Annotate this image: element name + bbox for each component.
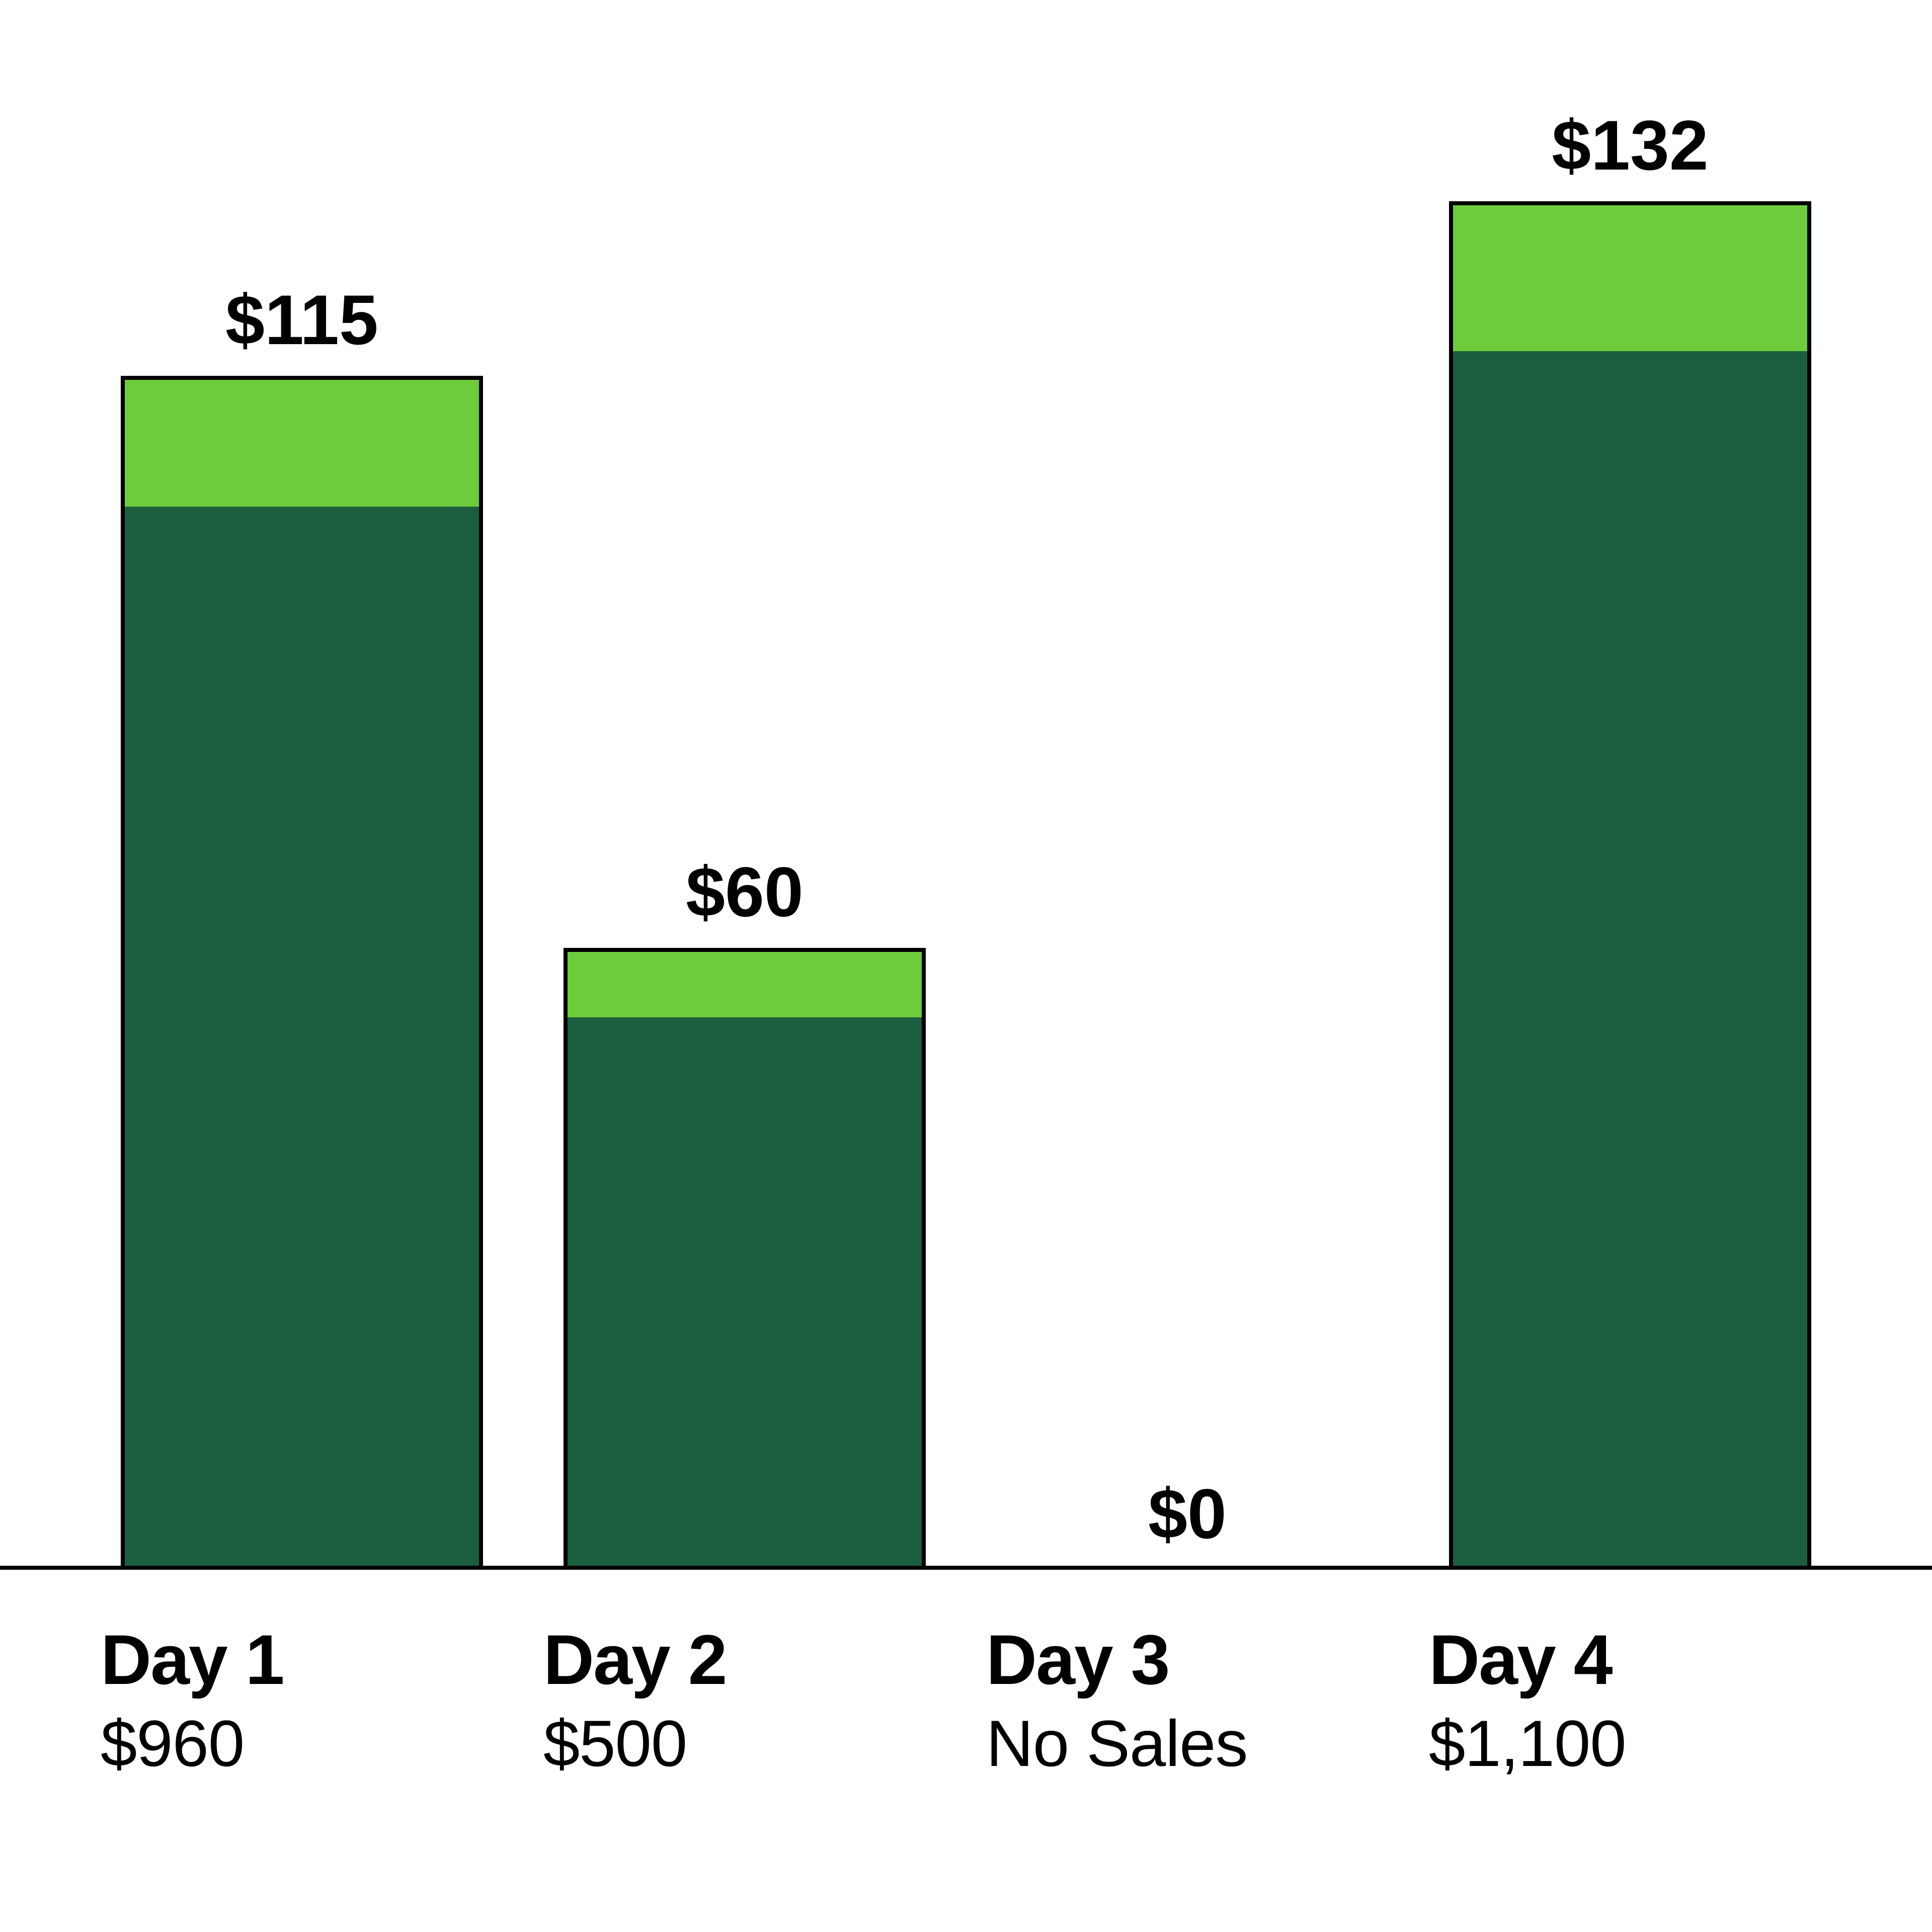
- xlabel-day1: Day 1 $960: [101, 1619, 503, 1781]
- xlabel-day3: Day 3 No Sales: [986, 1619, 1389, 1781]
- bar-top-seg: [1453, 205, 1807, 351]
- bar-col-day3: $0: [986, 201, 1389, 1570]
- bar-base-seg: [568, 1017, 922, 1566]
- xlabel-title: Day 1: [101, 1619, 284, 1701]
- bar-stack-day4: [1449, 201, 1811, 1570]
- bar-value-label: $0: [1148, 1473, 1227, 1555]
- xlabel-title: Day 3: [986, 1619, 1169, 1701]
- xlabel-sub: $500: [543, 1706, 687, 1781]
- bar-value-label: $132: [1552, 105, 1708, 186]
- xlabel-sub: No Sales: [986, 1706, 1248, 1781]
- xlabel-day4: Day 4 $1,100: [1429, 1619, 1831, 1781]
- bar-top-seg: [568, 952, 922, 1018]
- xlabel-day2: Day 2 $500: [543, 1619, 946, 1781]
- bar-value-label: $60: [686, 851, 803, 933]
- xlabel-sub: $960: [101, 1706, 244, 1781]
- sales-bar-chart: $115 $60 $0: [0, 0, 1932, 1932]
- bar-base-seg: [125, 507, 479, 1566]
- bars-row: $115 $60 $0: [101, 201, 1831, 1570]
- bar-col-day2: $60: [543, 201, 946, 1570]
- xlabel-title: Day 4: [1429, 1619, 1612, 1701]
- x-labels-row: Day 1 $960 Day 2 $500 Day 3 No Sales Day…: [101, 1619, 1831, 1781]
- bar-stack-day2: [564, 948, 926, 1570]
- plot-area: $115 $60 $0: [0, 201, 1932, 1570]
- x-axis-baseline: [0, 1566, 1932, 1570]
- bar-stack-day1: [121, 376, 483, 1570]
- xlabel-sub: $1,100: [1429, 1706, 1626, 1781]
- bar-top-seg: [125, 380, 479, 507]
- xlabel-title: Day 2: [543, 1619, 727, 1701]
- bar-col-day1: $115: [101, 201, 503, 1570]
- bar-base-seg: [1453, 351, 1807, 1566]
- bar-value-label: $115: [225, 279, 378, 361]
- bar-col-day4: $132: [1429, 201, 1831, 1570]
